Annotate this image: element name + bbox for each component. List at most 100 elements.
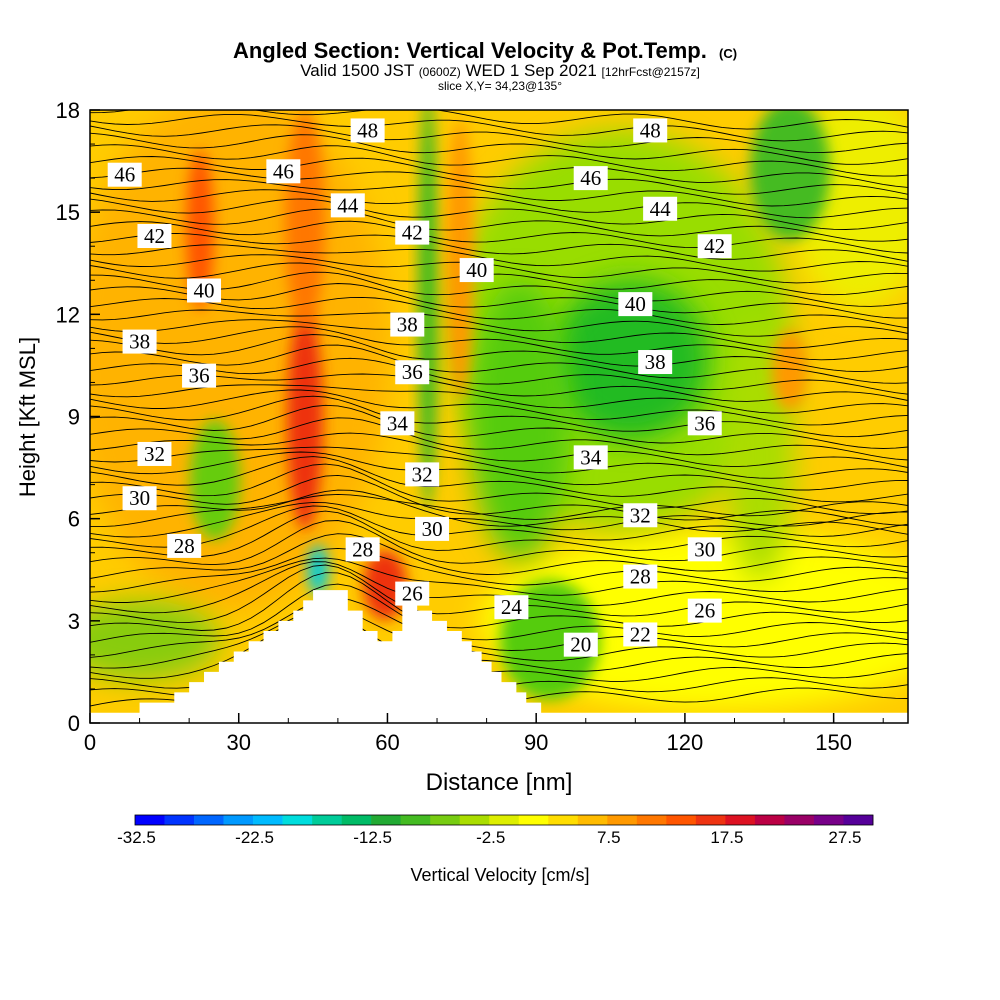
isentrope-label-text: 40 [466,258,487,282]
isentrope-label: 32 [405,462,440,487]
isentrope-label-bg [687,411,722,436]
green-narrow-column [418,110,438,510]
colorbar-swatch [518,815,549,825]
chart-title: Angled Section: Vertical Velocity & Pot.… [233,38,737,63]
isentrope-line [90,254,908,284]
isentrope-label-bg [122,329,157,354]
isentrope-label-bg [643,196,678,221]
isentrope-label: 44 [643,196,678,221]
isentrope-line [90,208,908,242]
isentrope-line [90,232,908,262]
isentrope-line [90,384,908,414]
updraft-far-right [772,330,808,410]
isentrope-label-text: 46 [114,163,135,187]
colorbar-swatch [784,815,815,825]
colorbar-swatch [607,815,638,825]
isentrope-label-bg [395,220,430,245]
isentrope-label: 38 [638,350,673,375]
isentrope-line [90,572,908,631]
colorbar-tick-label: 27.5 [828,828,861,847]
isentrope-label: 32 [623,503,658,528]
isentrope-line [90,262,908,296]
isentrope-line [90,220,908,254]
isentrope-label-bg [638,350,673,375]
isentrope-label: 34 [573,445,608,470]
colorbar-swatch [430,815,461,825]
y-axis: 0 3 6 9 12 15 18 [56,98,100,736]
isentrope-line [90,520,908,566]
isentrope-line [90,373,908,402]
isentrope-label-text: 32 [630,503,651,527]
colorbar-swatch [341,815,372,825]
isentrope-label: 36 [687,411,722,436]
isentrope-label-bg [563,632,598,657]
isentrope-label-bg [137,224,172,249]
isentrope-label: 28 [345,537,380,562]
isentrope-line [90,446,908,479]
isentrope-label-text: 30 [694,537,715,561]
colorbar-tick-label: -32.5 [117,828,156,847]
isentrope-line [90,456,908,503]
colorbar-tick-label: -22.5 [235,828,274,847]
terrain [90,590,908,723]
isentrope-label-bg [167,533,202,558]
isentrope-label: 40 [618,292,653,317]
isentrope-line [90,326,908,361]
isentrope-label: 28 [167,533,202,558]
plot-area [90,110,908,723]
isentrope-label-bg [697,234,732,259]
isentrope-label: 38 [390,312,425,337]
colorbar-swatch [548,815,579,825]
isentrope-label: 30 [415,516,450,541]
isentrope-label-text: 26 [694,599,715,623]
chart-title-tag: (C) [719,46,737,61]
colorbar-label: Vertical Velocity [cm/s] [410,865,589,885]
isentrope-line [90,319,908,349]
green-top-right [750,110,830,240]
isentrope-label: 42 [395,220,430,245]
isentrope-line [90,271,908,307]
colorbar-swatch [754,815,785,825]
isentrope-label-text: 36 [402,360,423,384]
isentrope-label: 42 [137,224,172,249]
isentrope-label-text: 20 [570,633,591,657]
isentrope-label-text: 28 [630,565,651,589]
isentrope-label-text: 34 [580,445,602,469]
isentrope-label-bg [415,516,450,541]
isentropes [90,110,908,707]
isentrope-line [90,417,908,461]
isentrope-label-text: 36 [694,411,715,435]
isentrope-label: 46 [266,159,301,184]
slice-label: slice X,Y= 34,23@135° [438,79,562,93]
colorbar-swatch [695,815,726,825]
isentrope-label-text: 46 [273,159,294,183]
colorbar-tick-label: -12.5 [353,828,392,847]
isentrope-label-bg [459,258,494,283]
colorbar [134,814,874,826]
isentrope-label-text: 32 [412,462,433,486]
isentrope-line [90,357,908,395]
isentrope-line [90,505,908,548]
colorbar-swatch [312,815,342,825]
x-tick-label: 90 [524,730,548,755]
colorbar-swatch [489,815,520,825]
isentrope-label-bg [266,159,301,184]
isentrope-label-bg [618,292,653,317]
isentrope-label-bg [633,118,668,143]
isentrope-label-bg [122,486,157,511]
updraft-center-upper [285,110,325,330]
isentrope-label: 26 [395,581,430,606]
y-axis-label: Height [Kft MSL] [15,337,40,497]
downdraft-green-mid [470,280,570,560]
x-axis: 0 30 60 90 120 150 [84,713,884,755]
isentrope-label: 48 [633,118,668,143]
subtitle-zulu: (0600Z) [419,65,461,79]
isentrope-label-text: 40 [194,278,215,302]
colorbar-swatch [843,815,874,825]
isentrope-label-bg [395,360,430,385]
isentrope-labels: 46 46 48 48 44 46 44 42 42 42 40 40 40 38 38 38 36 36 36 34… [107,118,732,657]
isentrope-line [90,389,908,426]
isentrope-label: 30 [122,486,157,511]
isentrope-line [90,533,908,579]
isentrope-line [90,344,908,384]
